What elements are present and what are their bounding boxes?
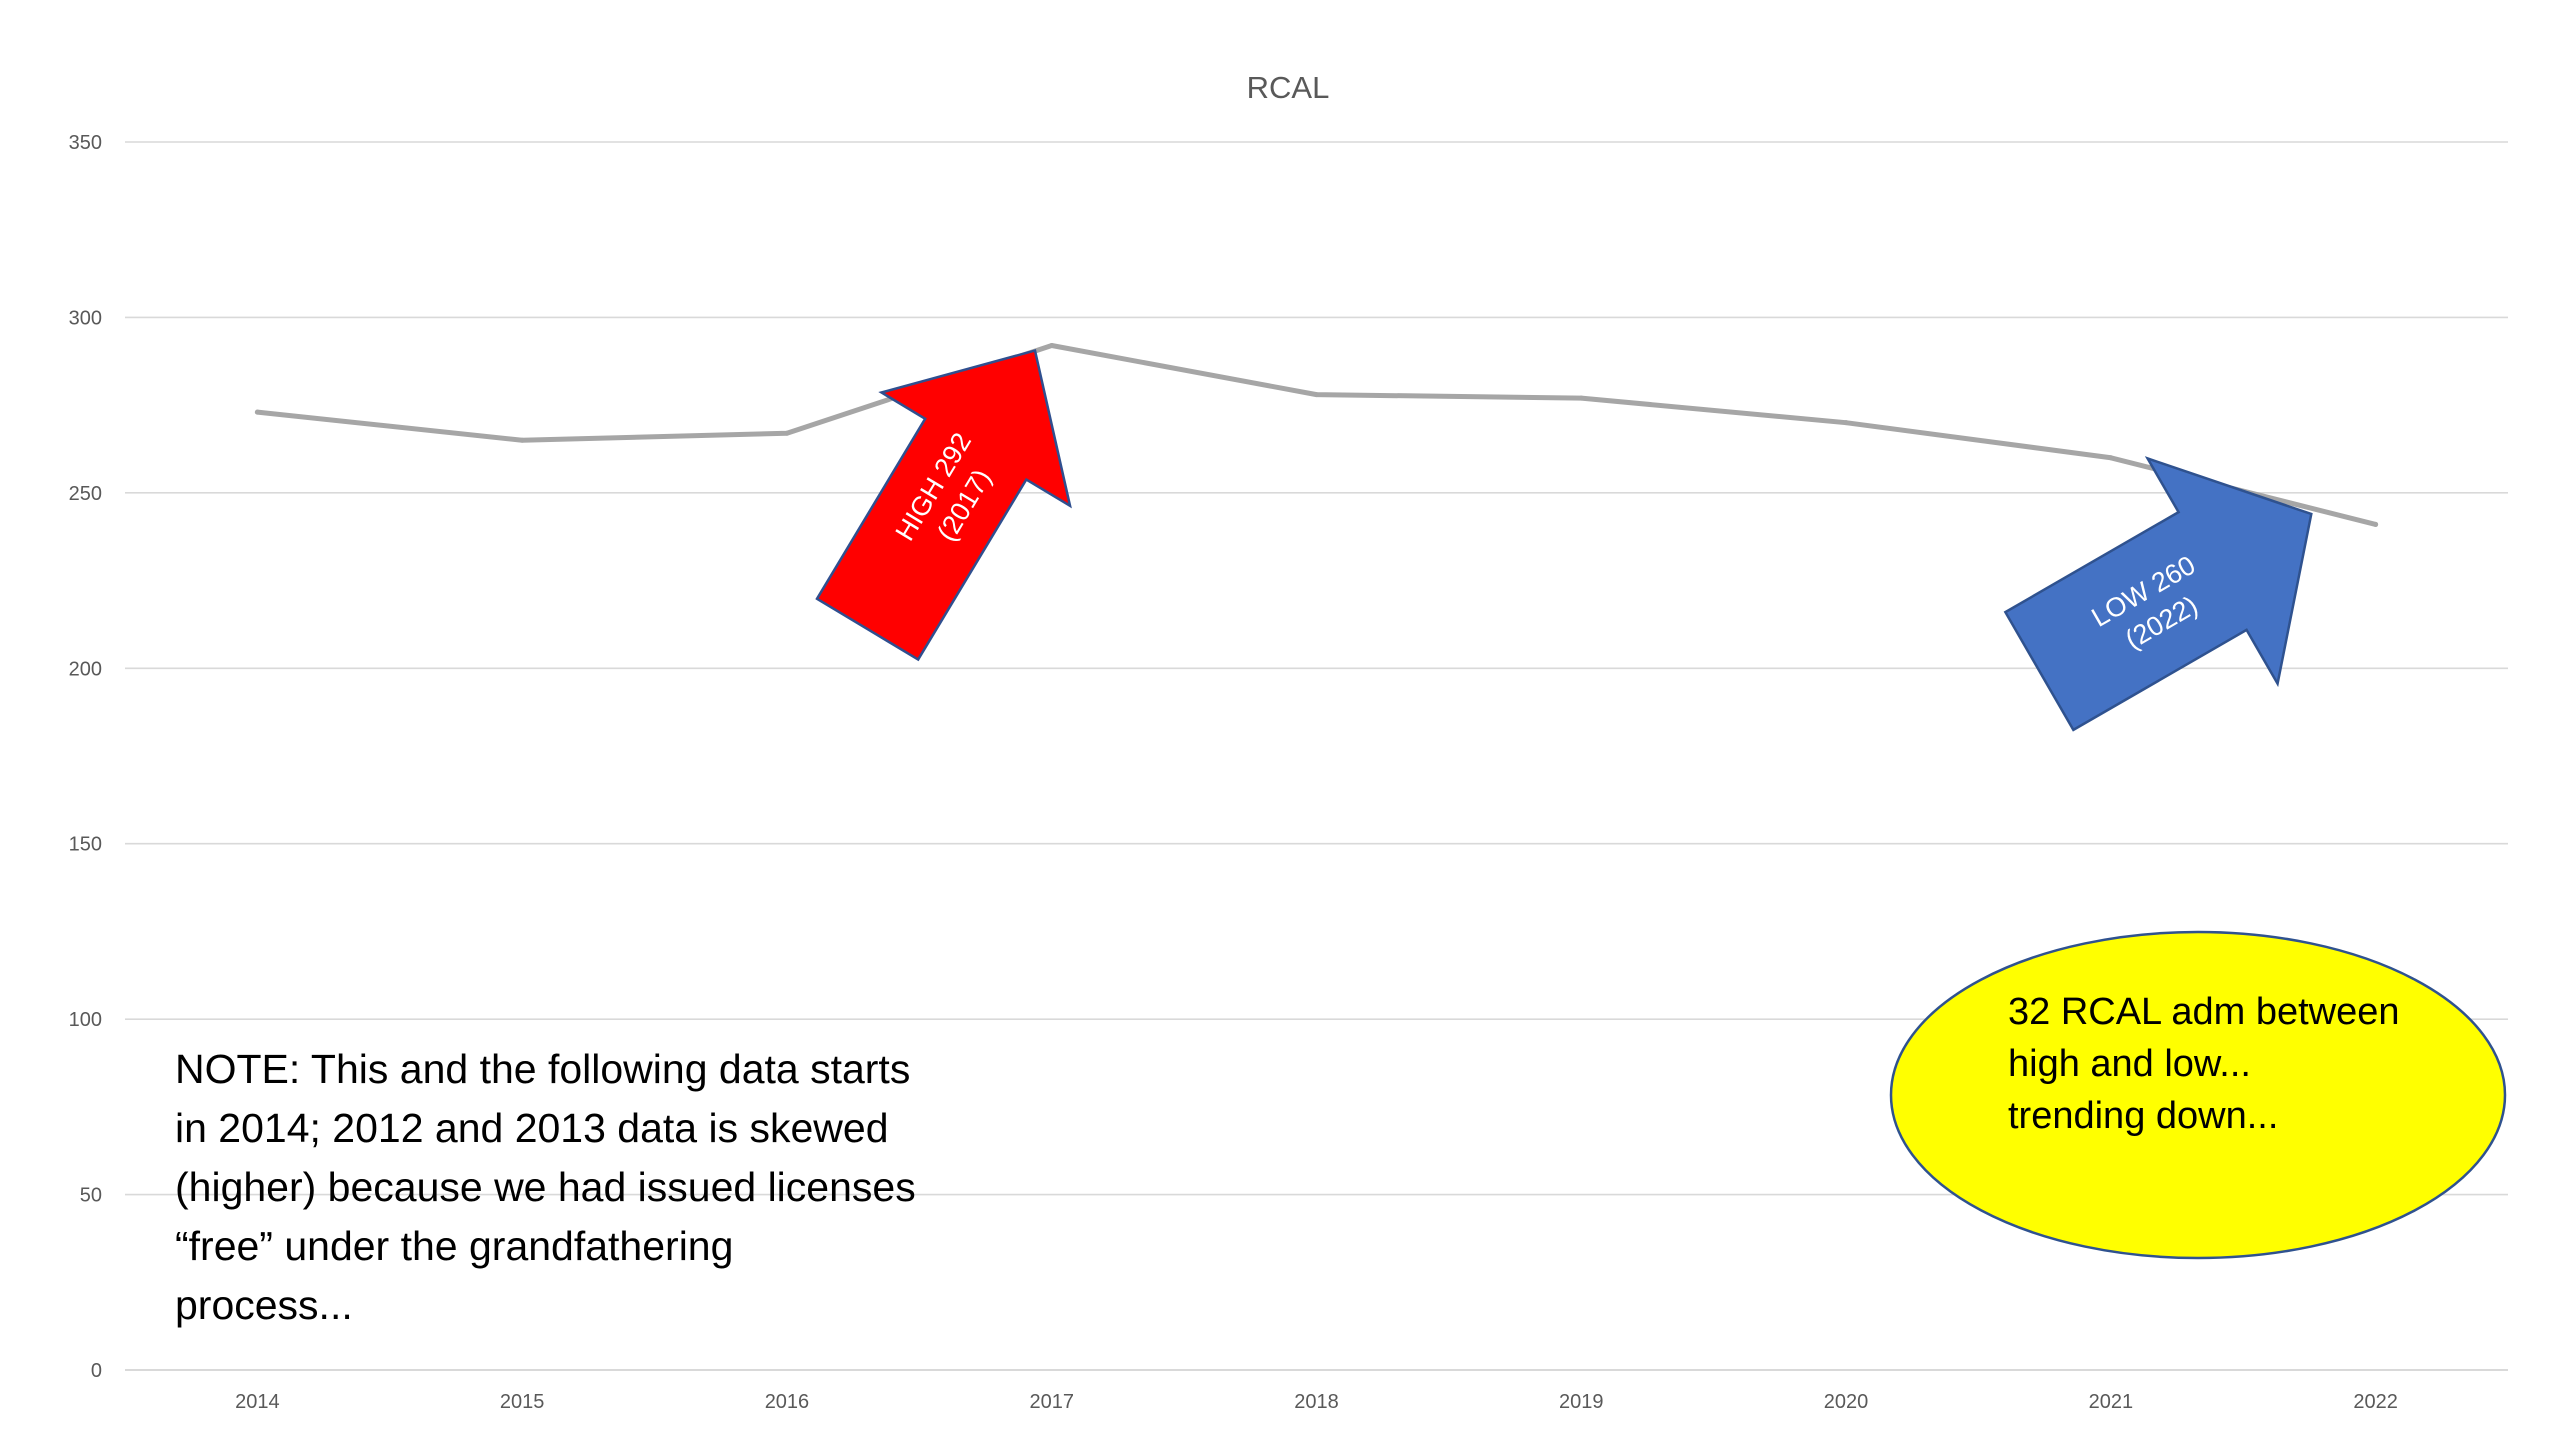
- x-tick-label: 2022: [2353, 1391, 2398, 1413]
- data-point-2016: [784, 430, 790, 436]
- x-tick-label: 2021: [2089, 1391, 2134, 1413]
- high-arrow: HIGH 292 (2017): [815, 349, 1072, 662]
- data-point-2015: [519, 437, 525, 443]
- low-arrow-shape: [2003, 456, 2313, 732]
- x-tick-label: 2017: [1029, 1391, 1074, 1413]
- low-arrow: LOW 260 (2022): [2003, 456, 2313, 732]
- x-tick-label: 2015: [500, 1391, 545, 1413]
- x-tick-label: 2016: [765, 1391, 810, 1413]
- high-arrow-shape: [815, 349, 1072, 662]
- x-tick-label: 2020: [1824, 1391, 1869, 1413]
- y-tick-label: 150: [69, 834, 102, 856]
- x-tick-label: 2019: [1559, 1391, 1604, 1413]
- x-tick-label: 2014: [235, 1391, 280, 1413]
- x-axis-ticks: 2014 2015 2016 2017 2018 2019 2020 2021 2022: [235, 1391, 2398, 1413]
- summary-bubble: [1889, 930, 2507, 1260]
- note-text: NOTE: This and the following data starts…: [175, 1046, 916, 1328]
- y-axis-ticks: 0 50 100 150 200 250 300 350: [69, 132, 102, 1382]
- y-tick-label: 300: [69, 307, 102, 329]
- y-tick-label: 0: [91, 1360, 102, 1382]
- y-tick-label: 350: [69, 132, 102, 154]
- data-point-2020: [1843, 420, 1849, 426]
- data-point-2017: [1049, 342, 1055, 348]
- y-tick-label: 50: [80, 1185, 102, 1207]
- data-point-2022: [2373, 521, 2379, 527]
- summary-bubble-text: 32 RCAL adm between high and low... tren…: [2008, 991, 2400, 1137]
- data-point-2018: [1314, 392, 1319, 398]
- y-tick-label: 100: [69, 1009, 102, 1031]
- gridlines: [125, 141, 2508, 1371]
- chart-title: RCAL: [1247, 70, 1330, 105]
- series-line: [254, 342, 2379, 527]
- data-point-2019: [1578, 395, 1584, 401]
- y-tick-label: 250: [69, 483, 102, 505]
- x-tick-label: 2018: [1294, 1391, 1339, 1413]
- y-tick-label: 200: [69, 658, 102, 680]
- data-point-2014: [254, 409, 260, 415]
- data-point-2021: [2108, 455, 2114, 461]
- series-line-group: [254, 342, 2379, 527]
